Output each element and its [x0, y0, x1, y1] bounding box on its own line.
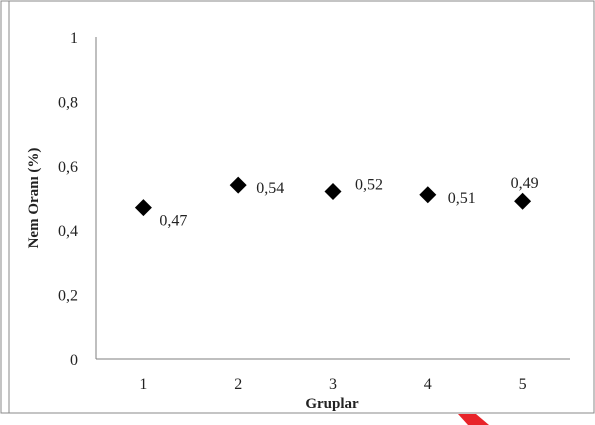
data-label: 0,51 [448, 190, 476, 207]
y-tick-label: 0,6 [58, 159, 78, 176]
chart-frame [0, 0, 595, 414]
data-label: 0,52 [355, 177, 383, 194]
x-tick-labels: 1 2 3 4 5 [139, 376, 526, 393]
data-point-diamond-icon [324, 183, 342, 201]
x-tick-label: 5 [519, 376, 527, 393]
data-point-diamond-icon [514, 192, 532, 210]
data-labels: 0,47 0,54 0,52 0,51 0,49 [159, 175, 538, 229]
x-axis-title: Gruplar [305, 396, 359, 412]
data-point-diamond-icon [229, 176, 247, 194]
data-label: 0,54 [256, 180, 284, 197]
data-point-diamond-icon [134, 199, 152, 217]
y-axis-title: Nem Oranı (%) [26, 148, 42, 249]
data-label: 0,47 [159, 213, 187, 230]
data-point-diamond-icon [419, 186, 437, 204]
y-tick-label: 1 [70, 30, 78, 47]
y-tick-label: 0 [70, 352, 78, 369]
y-tick-labels: 0 0,2 0,4 0,6 0,8 1 [58, 30, 78, 369]
y-tick-label: 0,8 [58, 94, 78, 111]
x-tick-label: 4 [424, 376, 432, 393]
data-label: 0,49 [511, 175, 539, 192]
x-tick-label: 3 [329, 376, 337, 393]
data-points [134, 176, 532, 217]
red-arrow-corner-icon [458, 414, 489, 425]
x-tick-label: 2 [234, 376, 242, 393]
x-tick-label: 1 [139, 376, 147, 393]
y-tick-label: 0,2 [58, 288, 78, 305]
y-tick-label: 0,4 [58, 223, 78, 240]
